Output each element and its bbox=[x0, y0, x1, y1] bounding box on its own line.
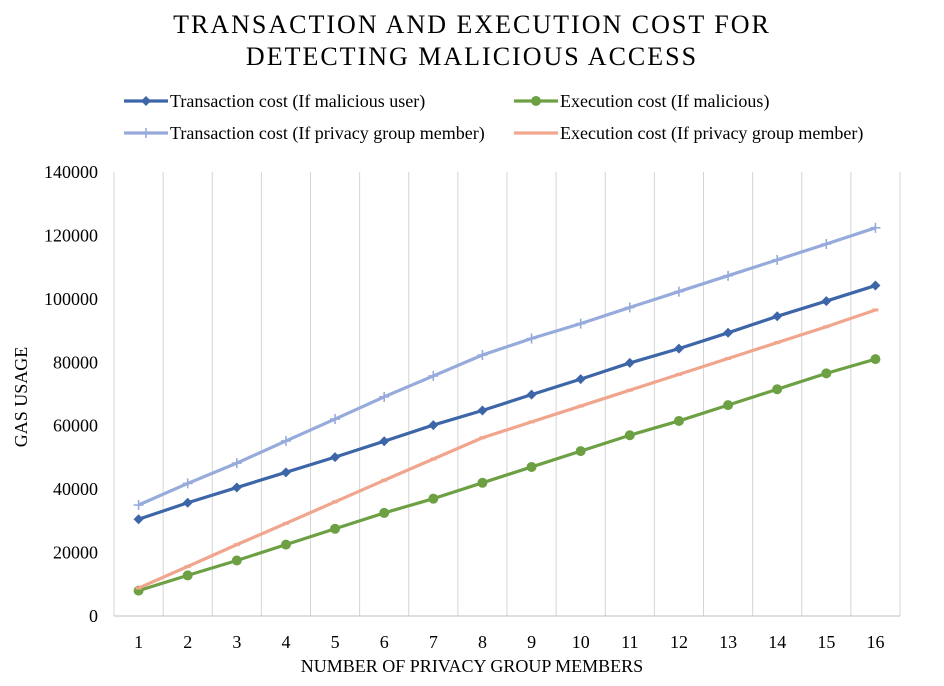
series-line bbox=[137, 226, 876, 507]
y-tick-label: 80000 bbox=[53, 352, 98, 372]
data-point-diamond bbox=[133, 514, 144, 525]
data-point-circle bbox=[428, 493, 439, 504]
data-point-diamond bbox=[428, 420, 439, 431]
axes: 0 20000 40000 60000 80000 100000 120000 140000 1… bbox=[44, 162, 900, 652]
data-point-diamond bbox=[772, 311, 783, 322]
legend-label: Transaction cost (If malicious user) bbox=[170, 91, 425, 112]
data-point-plus bbox=[379, 391, 390, 402]
data-point-diamond bbox=[723, 327, 734, 338]
data-point-circle bbox=[379, 507, 390, 518]
x-tick-label: 14 bbox=[768, 632, 786, 652]
series-1 bbox=[133, 280, 881, 525]
legend-label: Execution cost (If malicious) bbox=[560, 91, 769, 112]
data-point-circle bbox=[624, 430, 635, 441]
y-tick-label: 140000 bbox=[44, 162, 98, 182]
data-point-plus bbox=[673, 286, 684, 297]
data-point-plus bbox=[624, 302, 635, 313]
x-tick-label: 9 bbox=[527, 632, 536, 652]
x-tick-label: 11 bbox=[621, 632, 638, 652]
data-point-plus bbox=[330, 414, 341, 425]
x-tick-label: 1 bbox=[134, 632, 143, 652]
data-point-circle bbox=[772, 384, 783, 395]
series-3 bbox=[133, 222, 881, 510]
data-point-diamond bbox=[330, 452, 341, 463]
x-tick-label: 16 bbox=[866, 632, 884, 652]
legend-item-3: Transaction cost (If privacy group membe… bbox=[124, 123, 485, 144]
data-point-plus bbox=[428, 370, 439, 381]
data-point-circle bbox=[330, 523, 341, 534]
data-point-plus bbox=[141, 128, 151, 138]
x-tick-label: 13 bbox=[719, 632, 737, 652]
data-point-circle bbox=[182, 570, 193, 581]
data-point-diamond bbox=[673, 343, 684, 354]
series-2 bbox=[133, 354, 881, 596]
data-point-circle bbox=[575, 446, 586, 457]
grid bbox=[113, 172, 901, 616]
data-point-plus bbox=[723, 270, 734, 281]
data-point-diamond bbox=[231, 482, 242, 493]
data-point-plus bbox=[280, 435, 291, 446]
x-axis-label: NUMBER OF PRIVACY GROUP MEMBERS bbox=[301, 656, 643, 676]
x-tick-label: 4 bbox=[281, 632, 290, 652]
y-tick-label: 0 bbox=[89, 606, 98, 626]
x-tick-label: 15 bbox=[817, 632, 835, 652]
y-tick-label: 100000 bbox=[44, 289, 98, 309]
x-tick-label: 8 bbox=[478, 632, 487, 652]
data-point-diamond bbox=[141, 96, 151, 106]
series-line bbox=[138, 357, 876, 593]
data-point-circle bbox=[673, 415, 684, 426]
series-group bbox=[133, 222, 881, 596]
legend-item-4: Execution cost (If privacy group member) bbox=[514, 123, 863, 144]
data-point-diamond bbox=[477, 405, 488, 416]
data-point-plus bbox=[772, 254, 783, 265]
data-point-diamond bbox=[575, 374, 586, 385]
data-point-diamond bbox=[526, 389, 537, 400]
series-line bbox=[138, 284, 876, 521]
data-point-circle bbox=[531, 96, 541, 106]
data-point-circle bbox=[723, 400, 734, 411]
data-point-plus bbox=[477, 349, 488, 360]
y-tick-label: 120000 bbox=[44, 225, 98, 245]
x-tick-label: 2 bbox=[183, 632, 192, 652]
data-point-plus bbox=[821, 238, 832, 249]
data-point-plus bbox=[526, 333, 537, 344]
legend-item-2: Execution cost (If malicious) bbox=[514, 91, 769, 112]
data-point-circle bbox=[280, 539, 291, 550]
data-point-circle bbox=[526, 461, 537, 472]
data-point-diamond bbox=[624, 357, 635, 368]
x-tick-label: 3 bbox=[232, 632, 241, 652]
series-4 bbox=[135, 308, 879, 590]
data-point-diamond bbox=[379, 436, 390, 447]
legend: Transaction cost (If malicious user) Exec… bbox=[124, 91, 863, 144]
series-line bbox=[137, 308, 876, 590]
data-point-plus bbox=[870, 222, 881, 233]
y-tick-label: 40000 bbox=[53, 479, 98, 499]
data-point-circle bbox=[477, 477, 488, 488]
data-point-diamond bbox=[870, 280, 881, 291]
y-tick-label: 20000 bbox=[53, 543, 98, 563]
legend-label: Execution cost (If privacy group member) bbox=[560, 123, 863, 144]
y-axis-label: GAS USAGE bbox=[11, 347, 31, 448]
data-point-plus bbox=[182, 478, 193, 489]
chart-title-line1: TRANSACTION AND EXECUTION COST FOR bbox=[173, 10, 771, 39]
x-tick-label: 10 bbox=[572, 632, 590, 652]
legend-item-1: Transaction cost (If malicious user) bbox=[124, 91, 425, 112]
chart-title-line2: DETECTING MALICIOUS ACCESS bbox=[245, 42, 699, 71]
legend-label: Transaction cost (If privacy group membe… bbox=[170, 123, 485, 144]
y-tick-label: 60000 bbox=[53, 416, 98, 436]
x-tick-label: 6 bbox=[380, 632, 389, 652]
data-point-plus bbox=[575, 318, 586, 329]
data-point-diamond bbox=[821, 296, 832, 307]
data-point-circle bbox=[870, 354, 881, 365]
data-point-plus bbox=[231, 458, 242, 469]
x-tick-label: 5 bbox=[331, 632, 340, 652]
data-point-circle bbox=[821, 368, 832, 379]
x-tick-label: 7 bbox=[429, 632, 438, 652]
data-point-plus bbox=[133, 500, 144, 510]
data-point-diamond bbox=[182, 497, 193, 508]
data-point-diamond bbox=[280, 467, 291, 478]
data-point-circle bbox=[231, 555, 242, 566]
x-tick-label: 12 bbox=[670, 632, 688, 652]
